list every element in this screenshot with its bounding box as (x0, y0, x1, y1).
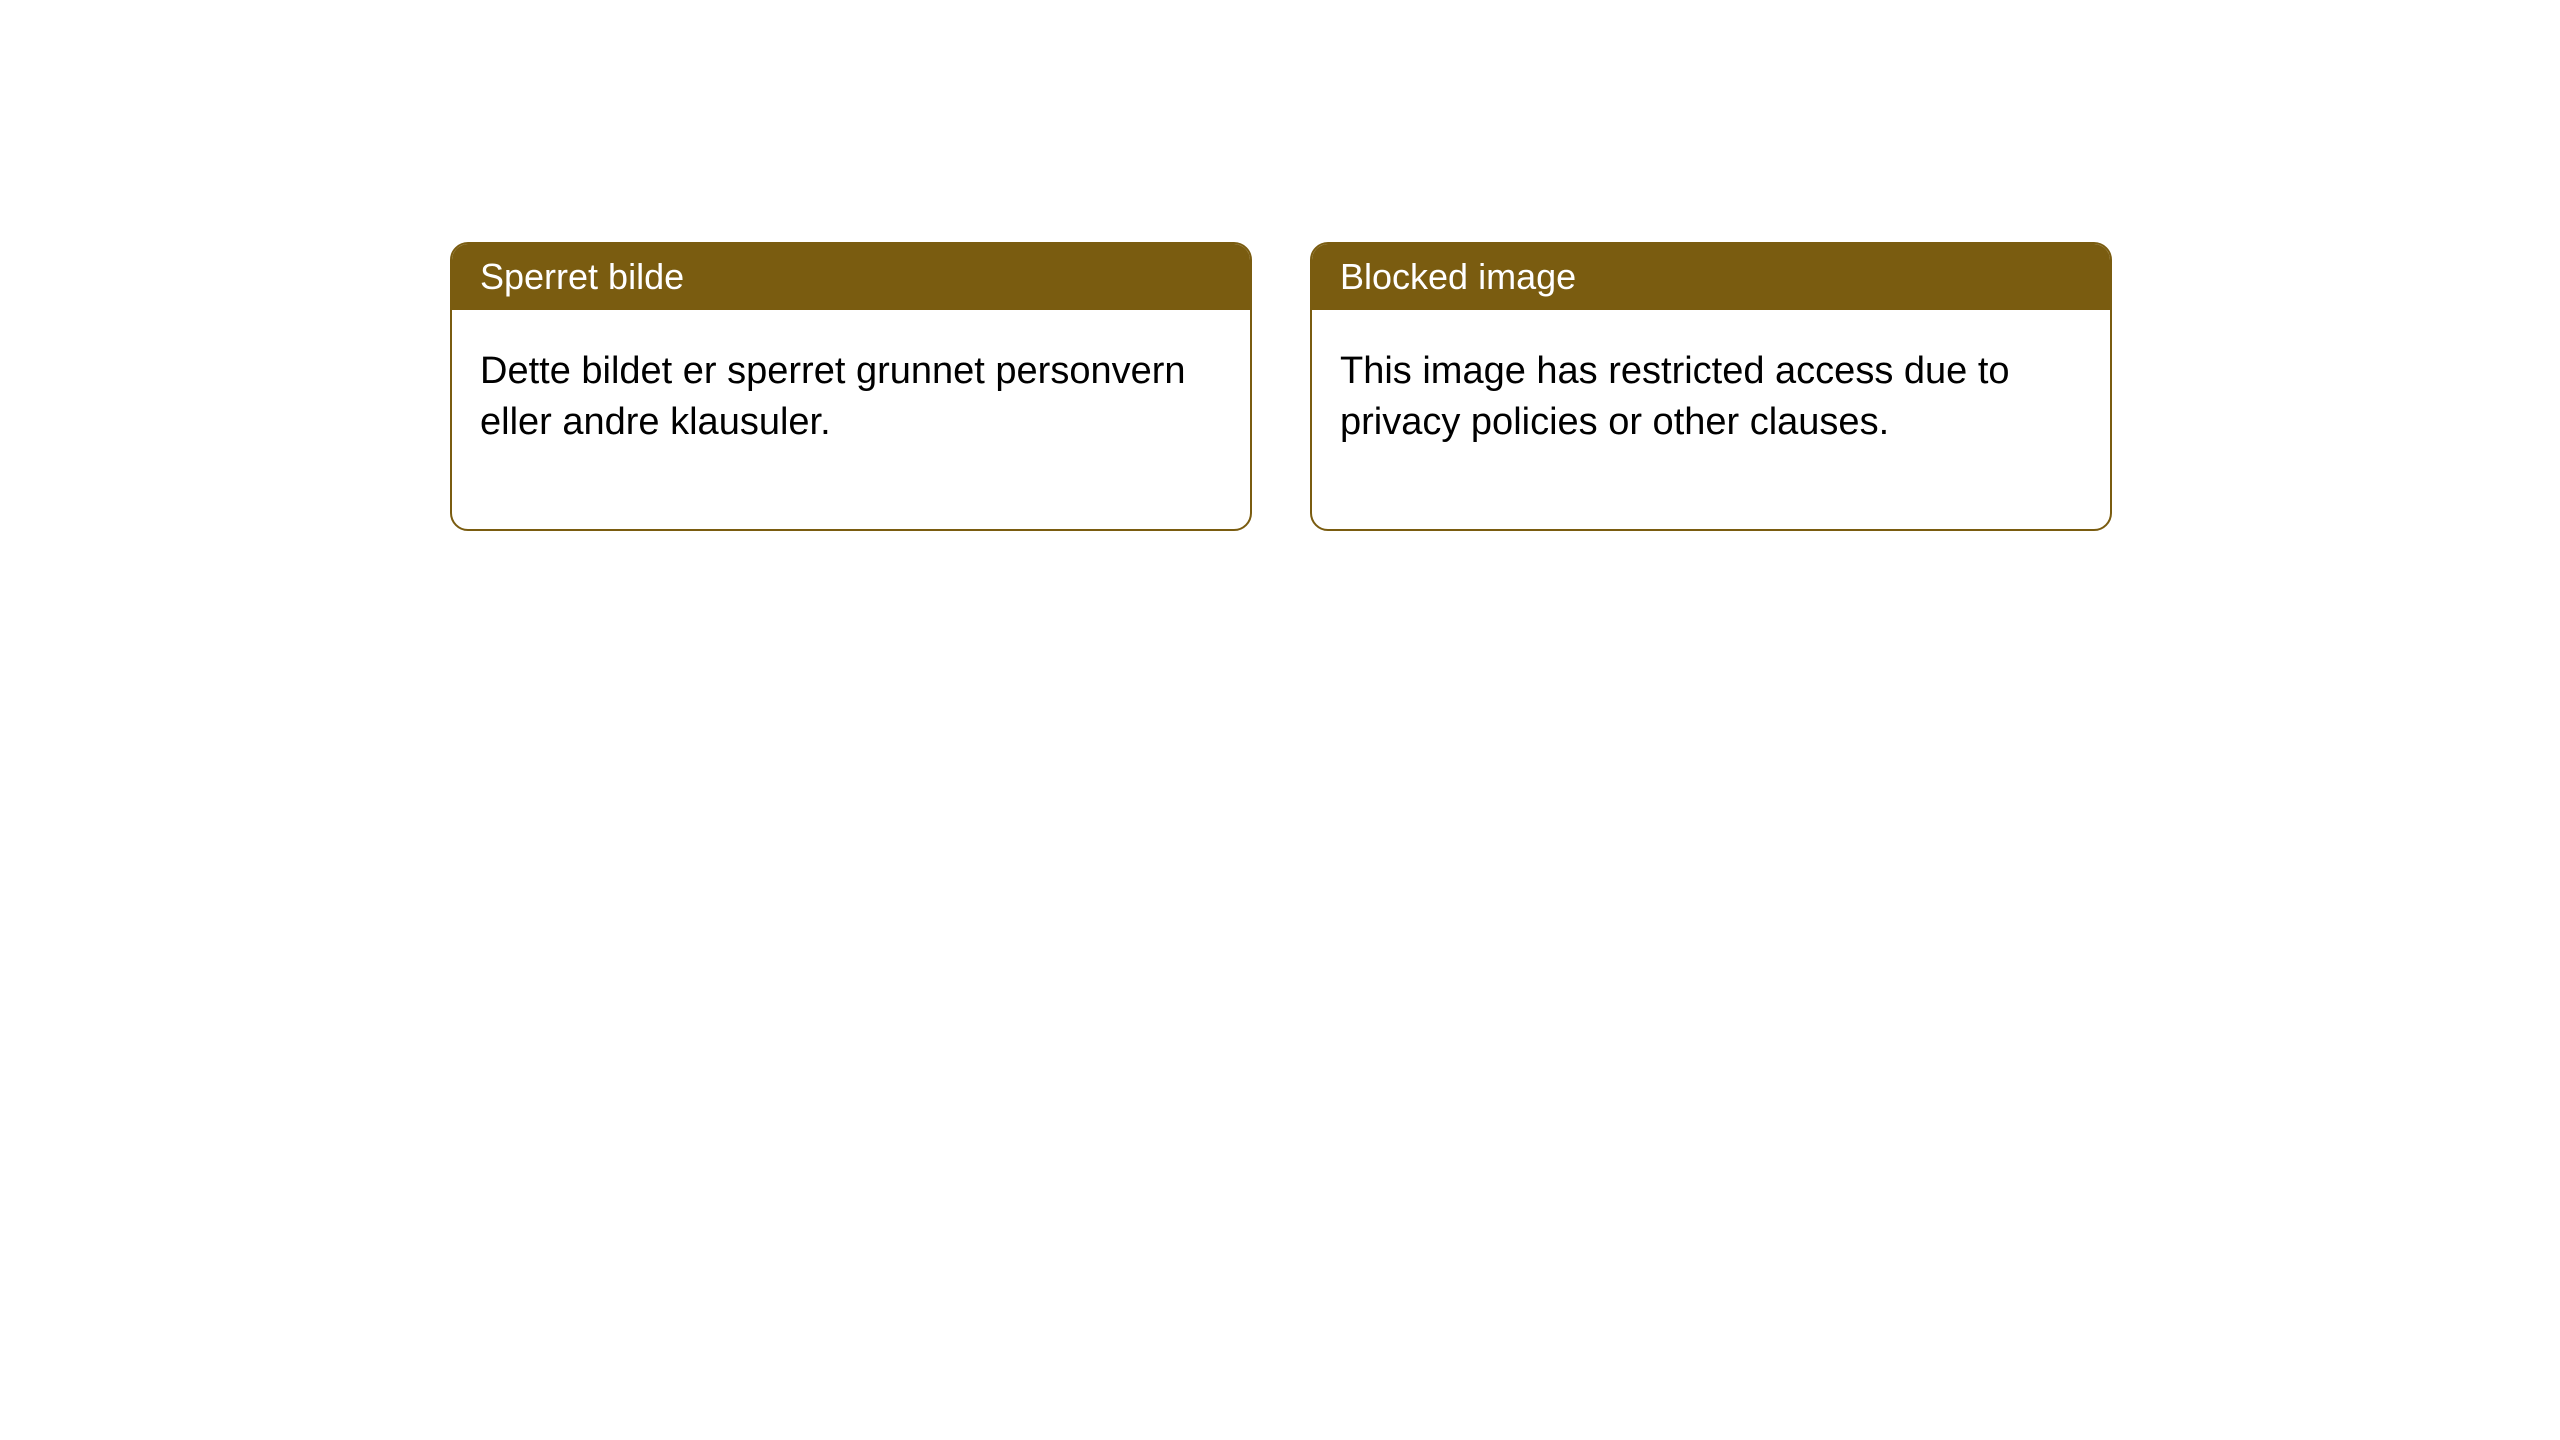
notice-title-english: Blocked image (1340, 256, 1576, 297)
notice-title-norwegian: Sperret bilde (480, 256, 684, 297)
notice-header-english: Blocked image (1312, 244, 2110, 310)
notice-container: Sperret bilde Dette bildet er sperret gr… (450, 242, 2112, 531)
notice-body-norwegian: Dette bildet er sperret grunnet personve… (452, 310, 1250, 529)
notice-text-norwegian: Dette bildet er sperret grunnet personve… (480, 350, 1186, 443)
notice-body-english: This image has restricted access due to … (1312, 310, 2110, 529)
notice-card-english: Blocked image This image has restricted … (1310, 242, 2112, 531)
notice-text-english: This image has restricted access due to … (1340, 350, 2010, 443)
notice-card-norwegian: Sperret bilde Dette bildet er sperret gr… (450, 242, 1252, 531)
notice-header-norwegian: Sperret bilde (452, 244, 1250, 310)
